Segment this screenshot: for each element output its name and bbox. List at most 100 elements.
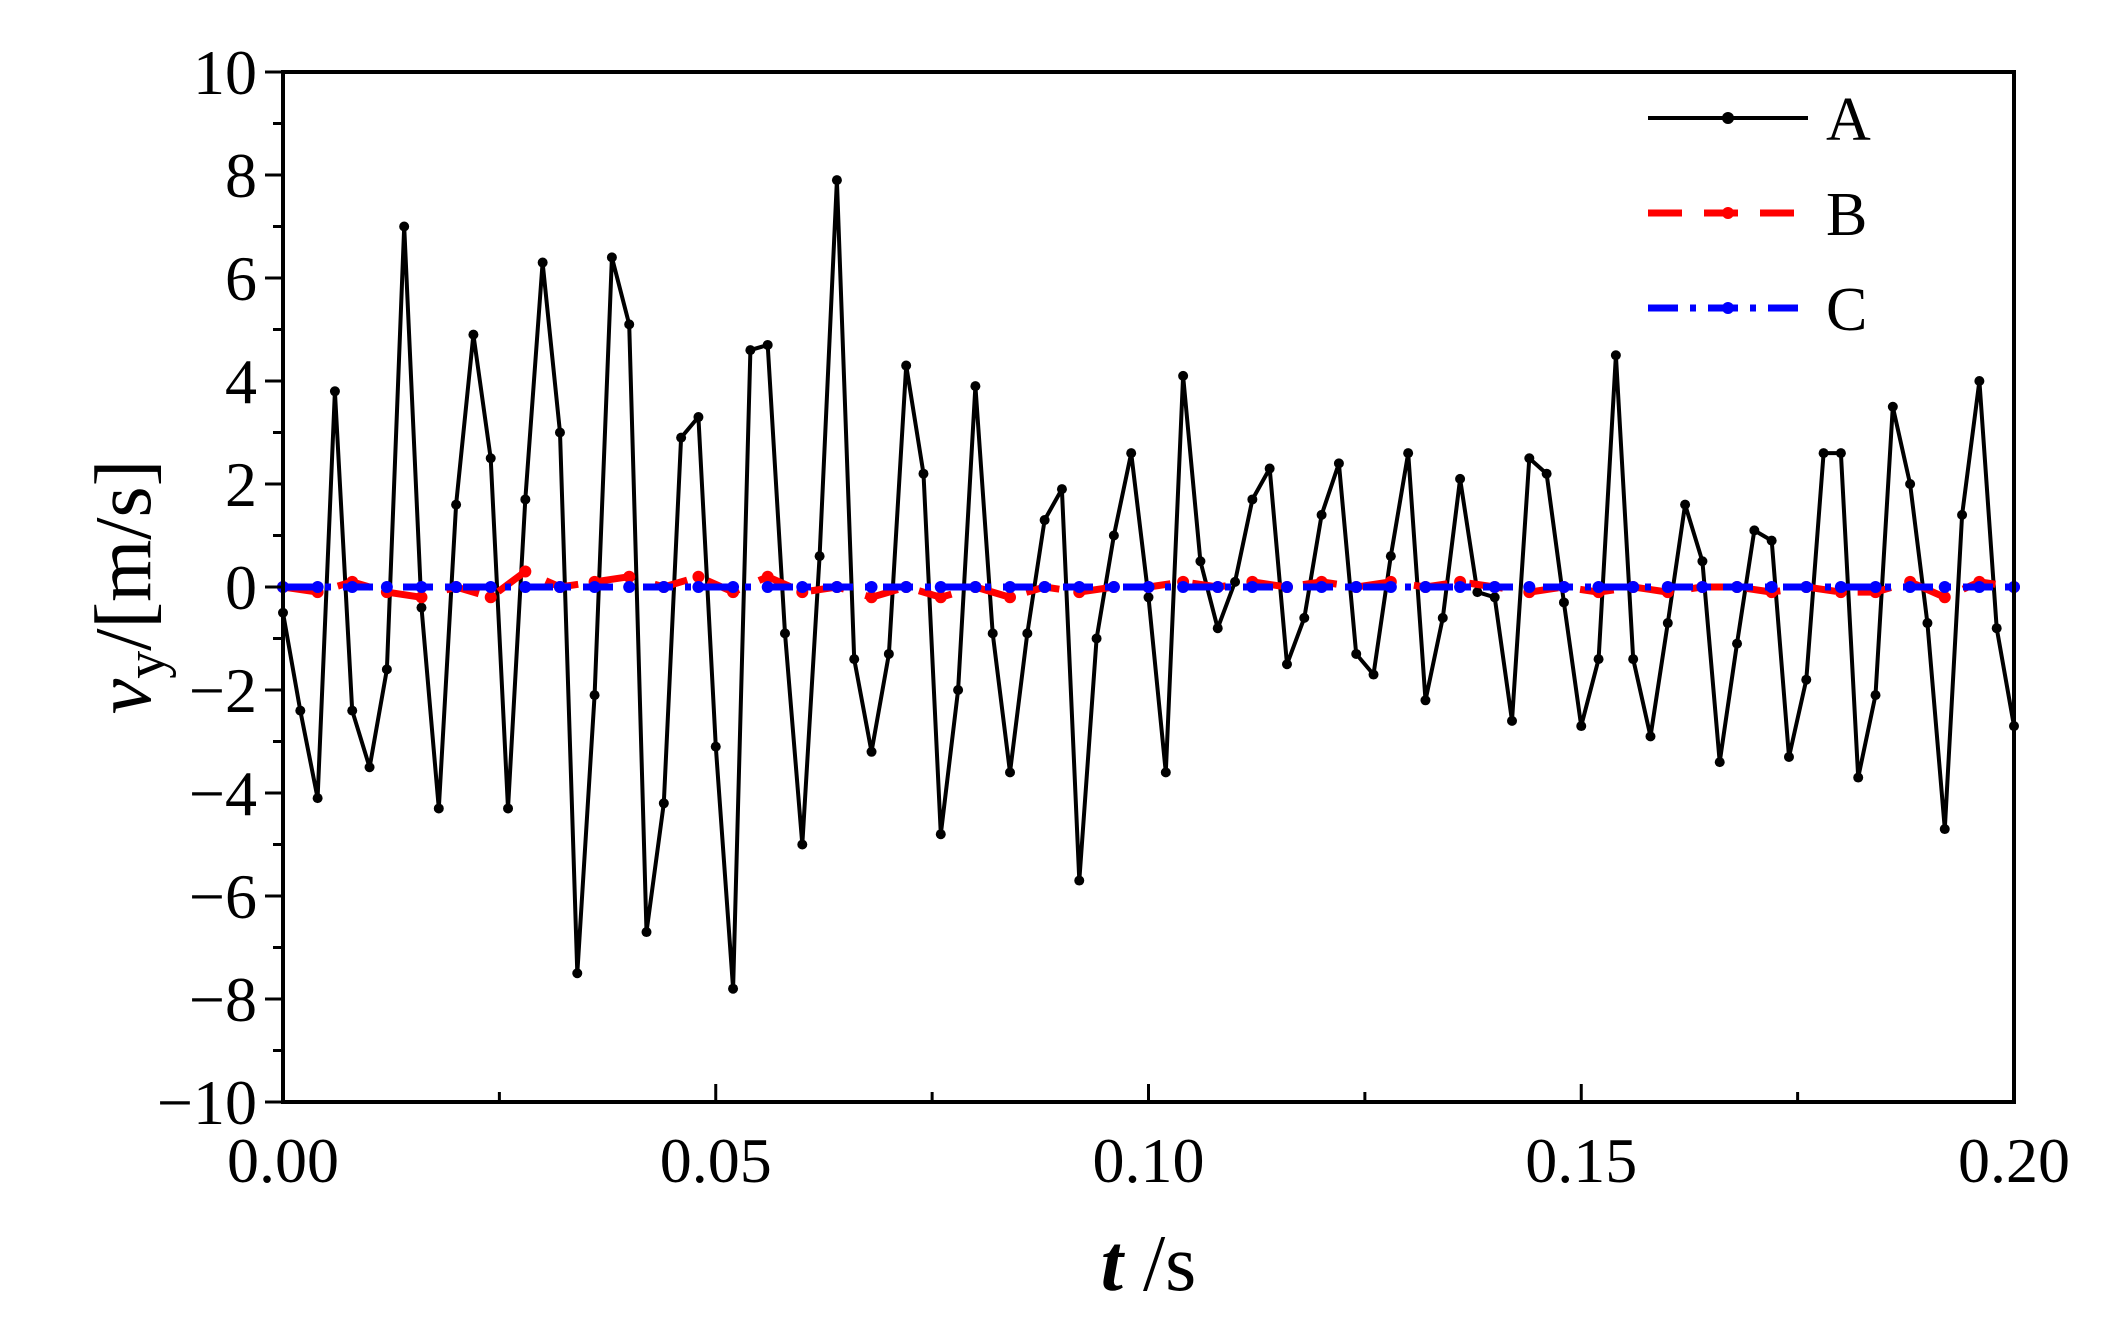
data-point-C: [1661, 581, 1674, 593]
data-point-A: [1178, 370, 1189, 381]
data-point-C: [692, 581, 705, 593]
data-point-C: [934, 581, 947, 593]
data-point-A: [1264, 463, 1275, 474]
axis-ticks-layer: 0.00 0.05 0.10 0.15 0.20 −10 −8 −6 −4 −2 0 2 4 6 8 10: [157, 37, 2070, 1196]
data-point-A: [381, 664, 392, 675]
data-point-A: [1385, 551, 1396, 562]
legend-marker-B: [1722, 207, 1734, 219]
data-point-A: [485, 453, 496, 464]
data-point-C: [1246, 581, 1259, 593]
x-axis-unit: /s: [1123, 1220, 1196, 1308]
data-point-C: [1523, 581, 1536, 593]
data-point-A: [693, 412, 704, 423]
data-point-A: [1662, 618, 1673, 629]
data-point-A: [918, 468, 929, 479]
data-point-C: [796, 581, 809, 593]
y-axis-title: vy/[m/s]: [80, 460, 177, 715]
data-point-A: [1974, 376, 1985, 386]
data-point-C: [1419, 581, 1432, 593]
data-point-A: [1195, 556, 1206, 567]
data-point-A: [1541, 468, 1552, 479]
data-point-A: [1022, 628, 1033, 639]
data-point-C: [450, 581, 463, 593]
data-point-A: [1714, 757, 1725, 768]
data-point-A: [1333, 458, 1344, 469]
data-point-A: [1368, 669, 1379, 680]
data-point-C: [484, 581, 497, 593]
x-axis-variable: t: [1101, 1220, 1126, 1308]
data-point-A: [1766, 535, 1777, 546]
data-point-A: [1472, 587, 1483, 598]
data-point-B: [934, 591, 947, 604]
data-point-A: [1887, 401, 1898, 412]
data-point-A: [1039, 515, 1050, 526]
data-point-C: [1765, 581, 1778, 593]
series-A: [278, 175, 2019, 994]
data-point-A: [1783, 751, 1794, 762]
data-point-C: [1938, 581, 1951, 593]
data-point-C: [1904, 581, 1917, 593]
data-point-A: [606, 252, 617, 263]
data-point-B: [865, 591, 878, 604]
data-point-B: [1004, 591, 1017, 604]
data-point-A: [1247, 494, 1258, 505]
data-series-layer: [277, 175, 2020, 994]
data-point-A: [329, 386, 340, 397]
data-point-B: [484, 591, 497, 604]
y-tick-label: −10: [157, 1067, 257, 1138]
data-point-A: [883, 648, 894, 659]
data-point-A: [745, 345, 756, 356]
data-point-B: [1938, 591, 1951, 604]
data-point-A: [1455, 473, 1466, 484]
data-point-A: [451, 499, 462, 510]
data-point-C: [1592, 581, 1605, 593]
data-point-C: [1800, 581, 1813, 593]
data-point-A: [1939, 824, 1950, 835]
data-point-A: [1507, 715, 1518, 726]
data-point-A: [710, 741, 721, 752]
data-point-C: [1107, 581, 1120, 593]
data-point-C: [1973, 581, 1986, 593]
data-point-C: [553, 581, 566, 593]
data-point-C: [1142, 581, 1155, 593]
data-point-C: [1488, 581, 1501, 593]
y-tick-label: −6: [189, 861, 257, 932]
data-point-A: [1853, 772, 1864, 783]
y-axis-unit: /[m/s]: [80, 460, 168, 651]
data-point-A: [797, 839, 808, 850]
data-point-A: [1281, 659, 1292, 670]
data-point-A: [572, 968, 583, 979]
data-point-A: [1212, 623, 1223, 634]
x-tick-label: 0.10: [1093, 1125, 1205, 1196]
legend-marker-A: [1722, 112, 1734, 124]
data-point-B: [692, 570, 705, 583]
data-point-A: [1403, 448, 1414, 459]
data-point-A: [1905, 479, 1916, 489]
data-point-A: [831, 175, 842, 186]
data-point-A: [1610, 350, 1621, 361]
data-point-A: [762, 339, 773, 350]
data-point-A: [1922, 618, 1933, 629]
y-tick-label: 6: [225, 243, 257, 314]
data-point-C: [519, 581, 532, 593]
x-tick-label: 0.00: [227, 1125, 339, 1196]
data-point-C: [1557, 581, 1570, 593]
data-point-A: [1576, 721, 1587, 732]
series-C: [277, 581, 2020, 593]
data-point-C: [969, 581, 982, 593]
data-point-A: [1160, 767, 1171, 778]
data-point-A: [970, 381, 981, 392]
data-point-A: [416, 602, 427, 613]
data-point-A: [1524, 453, 1535, 464]
data-point-C: [1454, 581, 1467, 593]
data-point-B: [519, 565, 532, 578]
data-point-A: [1056, 484, 1067, 495]
data-point-C: [380, 581, 393, 593]
data-point-A: [624, 319, 635, 330]
y-tick-label: −8: [189, 964, 257, 1035]
data-point-C: [1834, 581, 1847, 593]
data-point-A: [1230, 576, 1241, 587]
data-point-A: [1697, 556, 1708, 567]
data-point-C: [588, 581, 601, 593]
legend-label-B: B: [1826, 181, 1867, 249]
